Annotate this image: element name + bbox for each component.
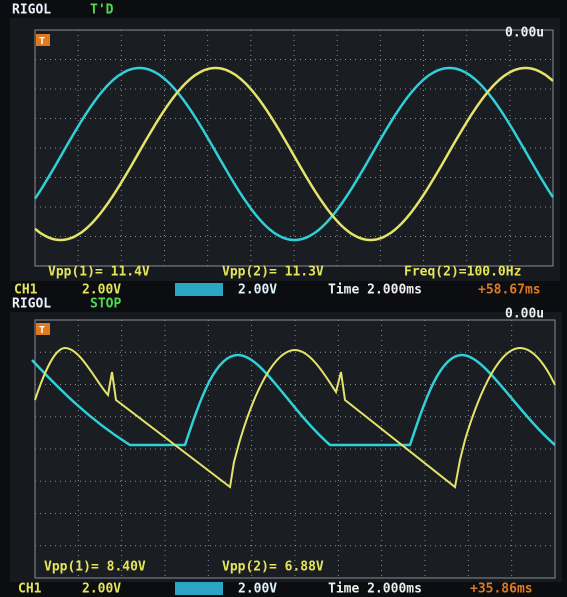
trigger-time: 0.00u (505, 307, 544, 322)
ch1-scale: 2.00V (82, 283, 121, 298)
scope-photo: RIGOL T'D T 0.00u Vpp(1)= 11.4V Vpp(2)= … (0, 0, 567, 597)
trigger-marker: T (39, 325, 45, 336)
measurement: Freq(2)=100.0Hz (404, 265, 521, 280)
timebase: Time 2.000ms (328, 283, 422, 298)
offset: +35.86ms (470, 582, 533, 597)
channel: CH1 (18, 582, 42, 597)
brand: RIGOL (12, 297, 51, 312)
measurement: Vpp(1)= 11.4V (48, 265, 150, 280)
status: T'D (90, 3, 114, 18)
brand: RIGOL (12, 3, 51, 18)
ch2-badge (175, 582, 223, 595)
ch2-scale: 2.00V (238, 582, 277, 597)
status: STOP (90, 297, 121, 312)
measurement: Vpp(2)= 6.88V (222, 560, 324, 575)
trigger-time: 0.00u (505, 26, 544, 41)
offset: +58.67ms (478, 283, 541, 298)
page: RIGOL T'D T 0.00u Vpp(1)= 11.4V Vpp(2)= … (0, 0, 567, 597)
measurement: Vpp(1)= 8.40V (44, 560, 146, 575)
timebase: Time 2.000ms (328, 582, 422, 597)
measurement: Vpp(2)= 11.3V (222, 265, 324, 280)
ch1-scale: 2.00V (82, 582, 121, 597)
ch2-scale: 2.00V (238, 283, 277, 298)
trigger-marker: T (39, 36, 45, 47)
ch2-badge (175, 283, 223, 296)
channel: CH1 (14, 283, 38, 298)
